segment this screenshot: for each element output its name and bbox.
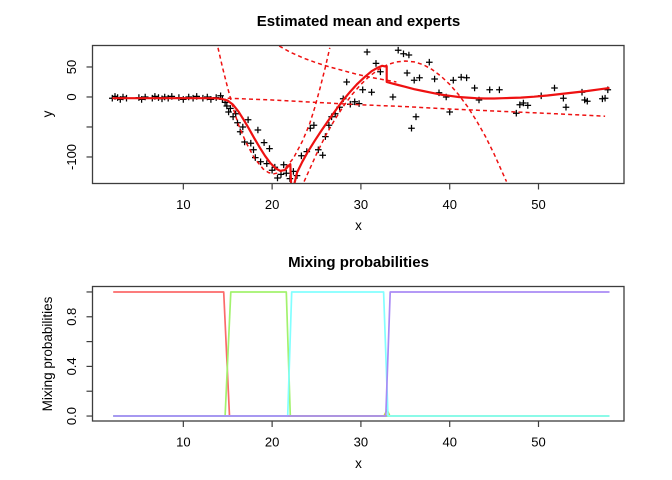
top-y-tick-label: -100	[64, 144, 79, 170]
bottom-x-tick-label: 10	[176, 435, 190, 450]
bottom-frame	[91, 285, 625, 422]
bottom-x-tick-label: 40	[442, 435, 456, 450]
bottom-plot-xlabel: x	[355, 456, 362, 471]
bottom-x-tick-label: 30	[354, 435, 368, 450]
top-x-tick-label: 50	[531, 197, 545, 212]
bottom-y-axis	[86, 291, 93, 417]
top-plot-xlabel: x	[355, 218, 362, 233]
bottom-x-axis	[182, 421, 540, 427]
expert-1-fit-line	[227, 97, 606, 117]
bottom-y-tick-label: 0.4	[64, 357, 79, 375]
top-y-tick-label: 50	[64, 60, 79, 74]
expert-1-prob-line	[113, 291, 610, 417]
expert-4-fit-line	[278, 45, 397, 83]
top-y-tick-label: 0	[64, 93, 79, 100]
expert-2-fit-line	[217, 47, 331, 175]
expert-4-prob-line	[113, 291, 610, 417]
top-x-tick-label: 30	[354, 197, 368, 212]
bottom-y-tick-label: 0.8	[64, 308, 79, 326]
top-frame	[91, 44, 625, 185]
top-x-tick-label: 10	[176, 197, 190, 212]
bottom-plot-title: Mixing probabilities	[288, 254, 429, 271]
expert-3-prob-line	[113, 291, 610, 417]
expert-3-fit-line	[303, 60, 508, 182]
top-x-tick-label: 40	[442, 197, 456, 212]
bottom-x-tick-label: 20	[265, 435, 279, 450]
top-plot-title: Estimated mean and experts	[256, 13, 461, 30]
expert-5-prob-line	[113, 408, 610, 417]
bottom-x-tick-label: 50	[531, 435, 545, 450]
scatter-points	[109, 46, 612, 182]
top-x-tick-label: 20	[265, 197, 279, 212]
top-plot-ylabel: y	[40, 110, 55, 118]
estimated-mean-line	[112, 64, 610, 184]
top-y-axis	[86, 66, 93, 158]
expert-2-prob-line	[113, 291, 610, 417]
top-x-axis	[182, 183, 540, 190]
bottom-plot-area	[113, 291, 610, 417]
top-plot-area	[109, 45, 612, 184]
bottom-plot-ylabel: Mixing probabilities	[40, 296, 55, 412]
bottom-y-tick-label: 0.0	[64, 407, 79, 425]
